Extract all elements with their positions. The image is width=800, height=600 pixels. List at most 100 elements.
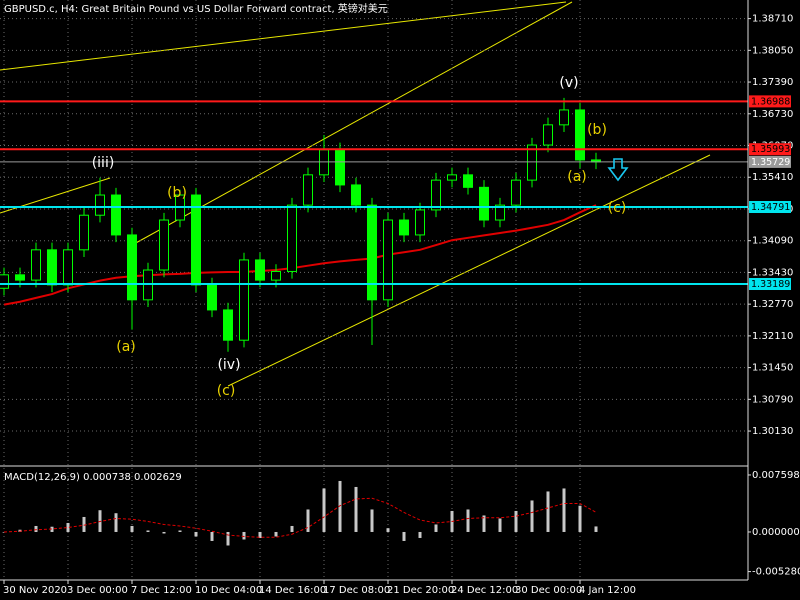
x-tick-label: 3 Dec 00:00 bbox=[67, 585, 128, 596]
y-tick-label: 1.32110 bbox=[752, 331, 793, 342]
level-label: 1.34791 bbox=[751, 202, 790, 213]
candle-body bbox=[159, 219, 169, 271]
candle-body bbox=[479, 186, 489, 221]
macd-bar bbox=[402, 531, 406, 541]
candle-body bbox=[559, 109, 569, 126]
macd-bar bbox=[82, 516, 86, 532]
y-tick-label: 1.35410 bbox=[752, 172, 793, 183]
trend-line bbox=[0, 1, 567, 71]
macd-bar bbox=[546, 491, 550, 532]
candle-body bbox=[463, 174, 473, 188]
candle-body bbox=[111, 194, 121, 236]
x-tick-label: 4 Jan 12:00 bbox=[579, 585, 636, 596]
level-label-box bbox=[749, 200, 791, 213]
wave-label: (c) bbox=[217, 383, 236, 399]
macd-bar bbox=[146, 530, 150, 532]
x-tick-label: 30 Nov 2020 bbox=[3, 585, 67, 596]
x-tick-label: 21 Dec 20:00 bbox=[387, 585, 454, 596]
candle-body bbox=[95, 194, 105, 216]
candle-body bbox=[511, 179, 521, 206]
y-tick-label: 1.30790 bbox=[752, 394, 793, 405]
candle-body bbox=[207, 284, 217, 311]
candle-body bbox=[383, 219, 393, 301]
candle-body bbox=[47, 249, 57, 286]
candle-body bbox=[495, 204, 505, 221]
candle-body bbox=[15, 274, 25, 281]
macd-title: MACD(12,26,9) 0.000738 0.002629 bbox=[4, 472, 182, 483]
candle-body bbox=[63, 249, 73, 286]
wave-label: (v) bbox=[559, 75, 578, 91]
level-label-box bbox=[749, 95, 791, 108]
candle-body bbox=[431, 179, 441, 211]
y-tick-label: 1.36730 bbox=[752, 109, 793, 120]
macd-bar bbox=[466, 509, 470, 532]
y-tick-label: -0.005280 bbox=[752, 567, 800, 578]
y-tick-label: 0.007598 bbox=[752, 470, 800, 481]
macd-bar bbox=[2, 531, 6, 533]
macd-bar bbox=[130, 525, 134, 532]
macd-bar bbox=[498, 518, 502, 532]
y-tick-label: 1.30130 bbox=[752, 426, 793, 437]
x-tick-label: 24 Dec 12:00 bbox=[451, 585, 518, 596]
level-label-box bbox=[749, 278, 791, 291]
macd-bar bbox=[434, 524, 438, 532]
macd-bar bbox=[290, 525, 294, 532]
candle-body bbox=[0, 274, 9, 289]
y-tick-label: 1.31450 bbox=[752, 363, 793, 374]
x-tick-label: 30 Dec 00:00 bbox=[515, 585, 582, 596]
candle-body bbox=[527, 144, 537, 181]
macd-bar bbox=[50, 526, 54, 532]
arrow-icon bbox=[607, 158, 629, 182]
candle-body bbox=[543, 124, 553, 146]
y-tick-label: 1.33430 bbox=[752, 267, 793, 278]
candle-body bbox=[287, 204, 297, 272]
y-tick-label: 1.32770 bbox=[752, 299, 793, 310]
macd-bar bbox=[274, 531, 278, 537]
x-tick-label: 17 Dec 08:00 bbox=[323, 585, 390, 596]
candle-body bbox=[271, 270, 281, 281]
macd-bar bbox=[482, 515, 486, 532]
x-tick-label: 14 Dec 16:00 bbox=[259, 585, 326, 596]
macd-bar bbox=[354, 486, 358, 532]
y-tick-label: 1.38710 bbox=[752, 14, 793, 25]
y-tick-label: 0.000000 bbox=[752, 527, 800, 538]
macd-bar bbox=[370, 509, 374, 532]
level-label: 1.35729 bbox=[751, 157, 790, 168]
candle-body bbox=[303, 174, 313, 206]
candle-body bbox=[367, 204, 377, 301]
macd-bar bbox=[242, 531, 246, 540]
level-label-box bbox=[749, 155, 791, 168]
macd-bar bbox=[162, 531, 166, 534]
candle-body bbox=[447, 174, 457, 181]
x-tick-label: 7 Dec 12:00 bbox=[131, 585, 192, 596]
candle-body bbox=[127, 234, 137, 301]
trend-line bbox=[133, 1, 573, 245]
candle-body bbox=[335, 149, 345, 186]
trend-line bbox=[227, 154, 711, 387]
candle-body bbox=[415, 209, 425, 236]
wave-label: (b) bbox=[587, 122, 607, 138]
macd-bar bbox=[226, 531, 230, 546]
y-tick-label: 1.37390 bbox=[752, 77, 793, 88]
candle-body bbox=[223, 309, 233, 341]
macd-bar bbox=[594, 526, 598, 532]
wave-label: (iii) bbox=[92, 155, 115, 171]
moving-average bbox=[3, 204, 597, 306]
macd-bar bbox=[418, 531, 422, 538]
macd-bar bbox=[306, 509, 310, 532]
macd-bar bbox=[66, 522, 70, 532]
candle-body bbox=[399, 219, 409, 236]
candle-body bbox=[191, 194, 201, 286]
macd-bar bbox=[34, 525, 38, 532]
macd-bar bbox=[530, 500, 534, 532]
candle-body bbox=[239, 259, 249, 341]
wave-label: (b) bbox=[167, 185, 187, 201]
macd-bar bbox=[578, 505, 582, 532]
macd-bar bbox=[514, 510, 518, 532]
candle-body bbox=[31, 249, 41, 281]
wave-label: (a) bbox=[567, 169, 587, 185]
level-label: 1.36988 bbox=[751, 96, 790, 107]
macd-bar bbox=[194, 531, 198, 537]
